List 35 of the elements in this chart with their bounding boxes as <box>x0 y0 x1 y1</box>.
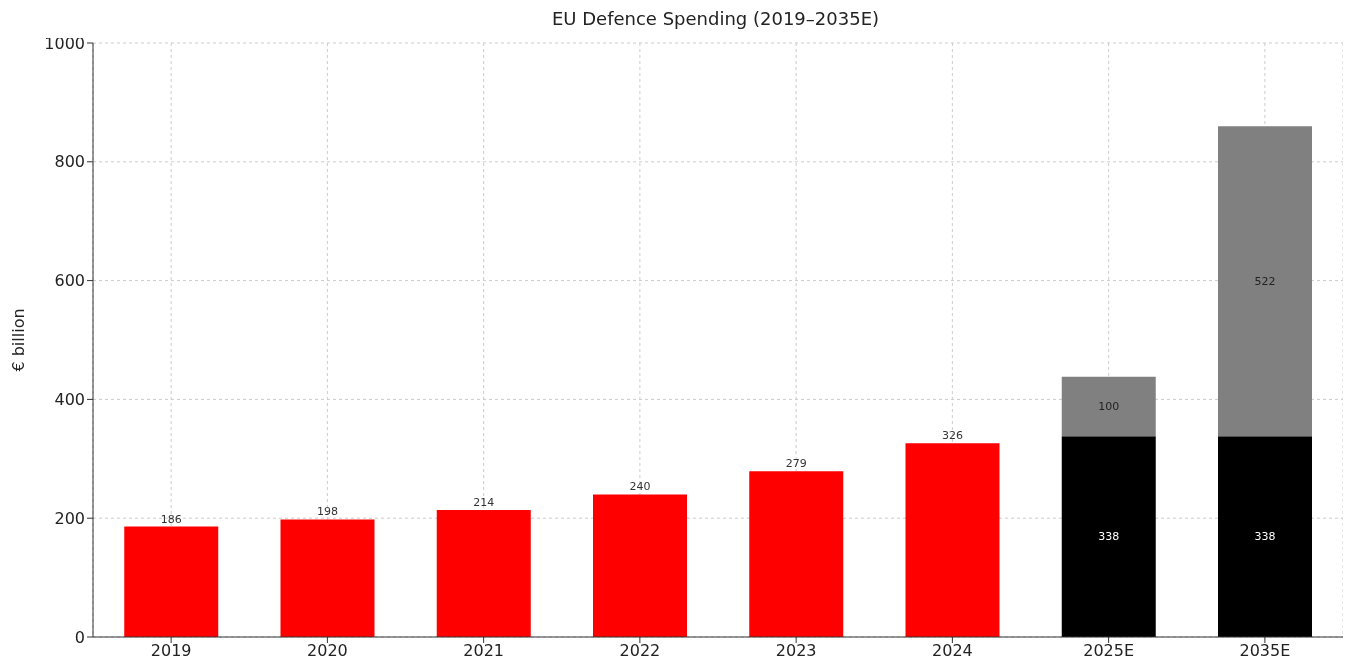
bar <box>1061 376 1156 437</box>
data-label: 100 <box>1098 400 1120 414</box>
x-tick-label: 2025E <box>1083 641 1135 661</box>
bar <box>436 509 531 637</box>
data-label: 198 <box>317 505 338 519</box>
data-label: 338 <box>1098 530 1120 544</box>
bar <box>1218 126 1312 437</box>
x-tick-label: 2035E <box>1239 641 1291 661</box>
data-label: 186 <box>160 512 182 526</box>
chart-title: EU Defence Spending (2019–2035E) <box>550 8 881 31</box>
data-label: 279 <box>785 457 807 471</box>
bar <box>593 494 687 637</box>
data-label: 240 <box>629 480 651 494</box>
data-label: 522 <box>1254 274 1276 288</box>
x-tick-label: 2022 <box>619 641 661 661</box>
y-tick-label: 0 <box>74 627 85 647</box>
y-axis-title: € billion <box>8 308 28 372</box>
x-tick-label: 2021 <box>463 641 504 661</box>
y-tick-label: 800 <box>54 152 85 172</box>
y-tick-label: 600 <box>54 271 85 291</box>
data-label: 326 <box>942 429 963 443</box>
data-label: 214 <box>473 495 495 509</box>
y-tick-label: 400 <box>54 390 85 410</box>
bar <box>1218 436 1312 637</box>
x-tick-label: 2019 <box>150 641 192 661</box>
x-tick-label: 2024 <box>932 641 973 661</box>
x-tick-label: 2020 <box>307 641 348 661</box>
x-tick-label: 2023 <box>775 641 817 661</box>
bar <box>749 471 844 637</box>
bar <box>280 519 375 637</box>
bar <box>124 526 219 637</box>
y-tick-label: 200 <box>54 508 85 528</box>
data-label: 338 <box>1254 530 1276 544</box>
bar <box>905 443 1000 637</box>
bar <box>1061 436 1156 637</box>
